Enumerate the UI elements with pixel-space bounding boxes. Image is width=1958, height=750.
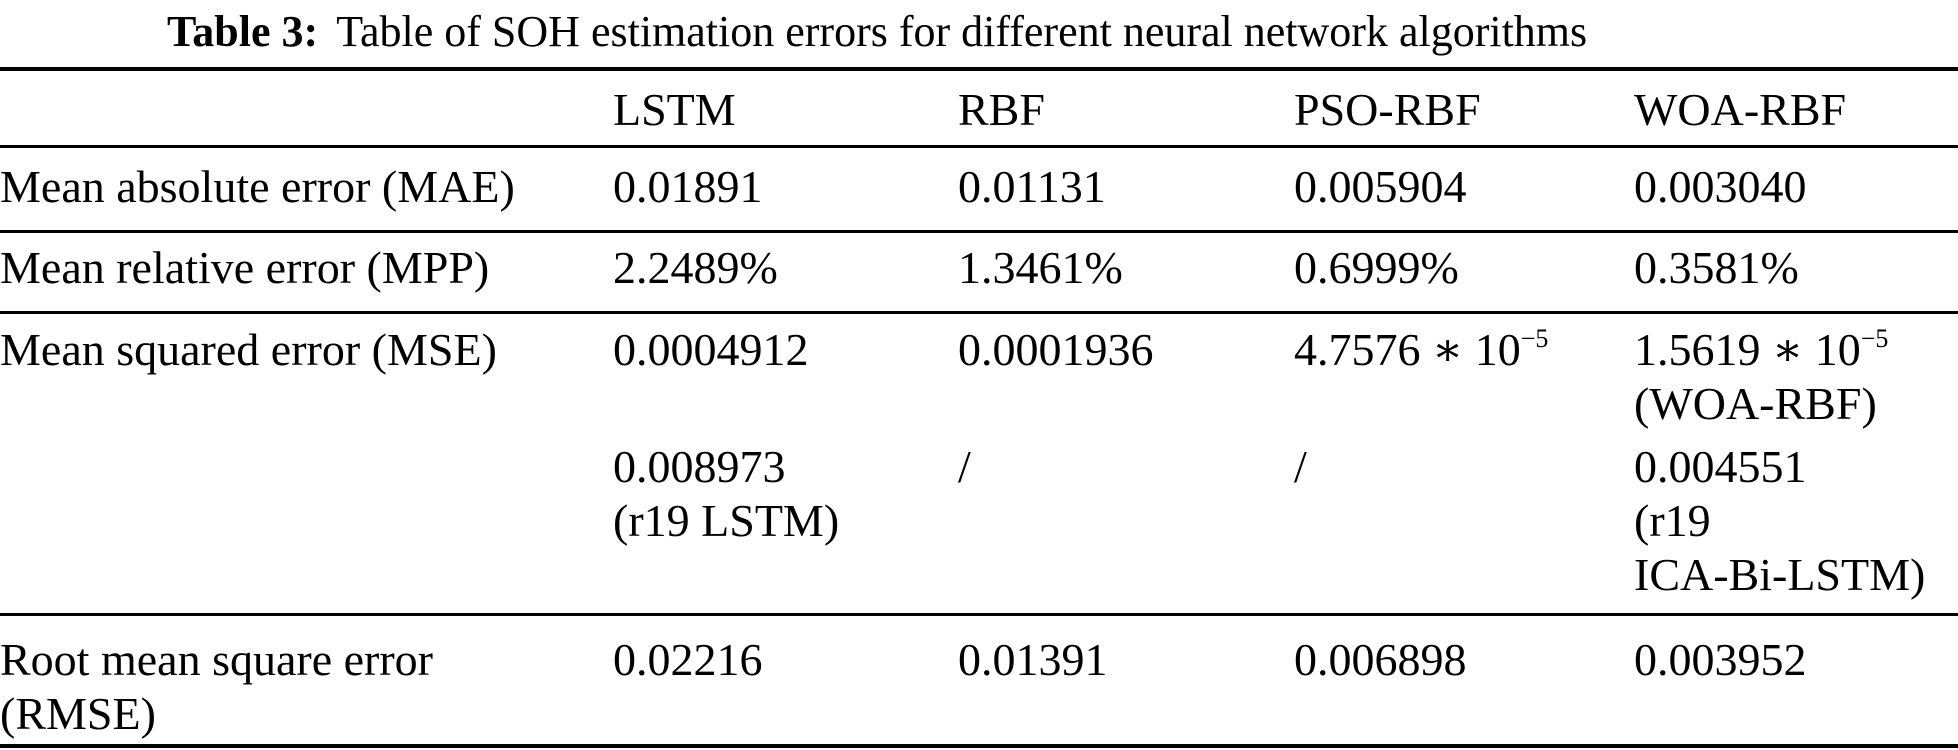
mse-pso-value: 4.7576 ∗ 10−5 — [1294, 323, 1634, 377]
mse-rbf-value: 0.0001936 — [958, 324, 1154, 375]
cell-rmse-woa: 0.003952 — [1634, 634, 1807, 685]
mse-lstm-value2: 0.008973 — [613, 441, 786, 492]
table-row-mae: Mean absolute error (MAE) 0.01891 0.0113… — [0, 148, 1958, 233]
header-pso-rbf: PSO-RBF — [1294, 84, 1481, 135]
table-row-mpp: Mean relative error (MPP) 2.2489% 1.3461… — [0, 233, 1958, 314]
mse-woa-value-exponent: −5 — [1860, 324, 1889, 353]
table-caption-text: Table of SOH estimation errors for diffe… — [336, 7, 1588, 56]
mse-rbf-value2: / — [958, 441, 971, 492]
row-label-mse: Mean squared error (MSE) — [0, 324, 497, 375]
rmse-label-line2: (RMSE) — [0, 688, 156, 739]
mse-woa-value2: 0.004551 — [1634, 441, 1807, 492]
cell-mse-woa: 1.5619 ∗ 10−5 (WOA-RBF) 0.004551 (r19 IC… — [1634, 323, 1958, 613]
table-header-row: LSTM RBF PSO-RBF WOA-RBF — [0, 71, 1958, 148]
row-label-mae: Mean absolute error (MAE) — [0, 161, 515, 212]
table-caption: Table 3: Table of SOH estimation errors f… — [0, 0, 1958, 67]
mse-woa-value2-note-line1: (r19 — [1634, 495, 1711, 546]
cell-mse-rbf: 0.0001936 / — [958, 323, 1294, 613]
mse-pso-value-exponent: −5 — [1520, 324, 1549, 353]
cell-rmse-rbf: 0.01391 — [958, 634, 1108, 685]
table-row-mse: Mean squared error (MSE) 0.0004912 0.008… — [0, 314, 1958, 616]
cell-mpp-lstm: 2.2489% — [613, 242, 778, 293]
mse-woa-value-base: 1.5619 ∗ 10 — [1634, 324, 1861, 375]
cell-mae-woa: 0.003040 — [1634, 161, 1807, 212]
mse-pso-value-base: 4.7576 ∗ 10 — [1294, 324, 1521, 375]
row-label-rmse: Root mean square error (RMSE) — [0, 633, 613, 744]
header-rbf: RBF — [958, 84, 1045, 135]
cell-mpp-woa: 0.3581% — [1634, 242, 1799, 293]
mse-pso-value2: / — [1294, 441, 1307, 492]
cell-mse-lstm: 0.0004912 0.008973 (r19 LSTM) — [613, 323, 958, 613]
header-empty-cell — [0, 83, 613, 145]
mse-lstm-value: 0.0004912 — [613, 324, 809, 375]
rmse-label-line1: Root mean square error — [0, 634, 434, 685]
mse-woa-value-note: (WOA-RBF) — [1634, 378, 1877, 429]
table-row-rmse: Root mean square error (RMSE) 0.02216 0.… — [0, 616, 1958, 748]
cell-mpp-pso: 0.6999% — [1294, 242, 1459, 293]
cell-mse-pso: 4.7576 ∗ 10−5 / — [1294, 323, 1634, 613]
cell-mae-lstm: 0.01891 — [613, 161, 763, 212]
mse-woa-value: 1.5619 ∗ 10−5 — [1634, 323, 1958, 377]
cell-mae-pso: 0.005904 — [1294, 161, 1467, 212]
cell-rmse-pso: 0.006898 — [1294, 634, 1467, 685]
cell-mpp-rbf: 1.3461% — [958, 242, 1123, 293]
table-caption-number: Table 3: — [167, 7, 319, 56]
mse-woa-value2-note-line2: ICA-Bi-LSTM) — [1634, 549, 1926, 600]
header-woa-rbf: WOA-RBF — [1634, 84, 1847, 135]
cell-mae-rbf: 0.01131 — [958, 161, 1106, 212]
soh-error-table: LSTM RBF PSO-RBF WOA-RBF Mean absolute e… — [0, 67, 1958, 748]
cell-rmse-lstm: 0.02216 — [613, 634, 763, 685]
row-label-mpp: Mean relative error (MPP) — [0, 242, 490, 293]
mse-lstm-value2-note: (r19 LSTM) — [613, 495, 840, 546]
header-lstm: LSTM — [613, 84, 736, 135]
